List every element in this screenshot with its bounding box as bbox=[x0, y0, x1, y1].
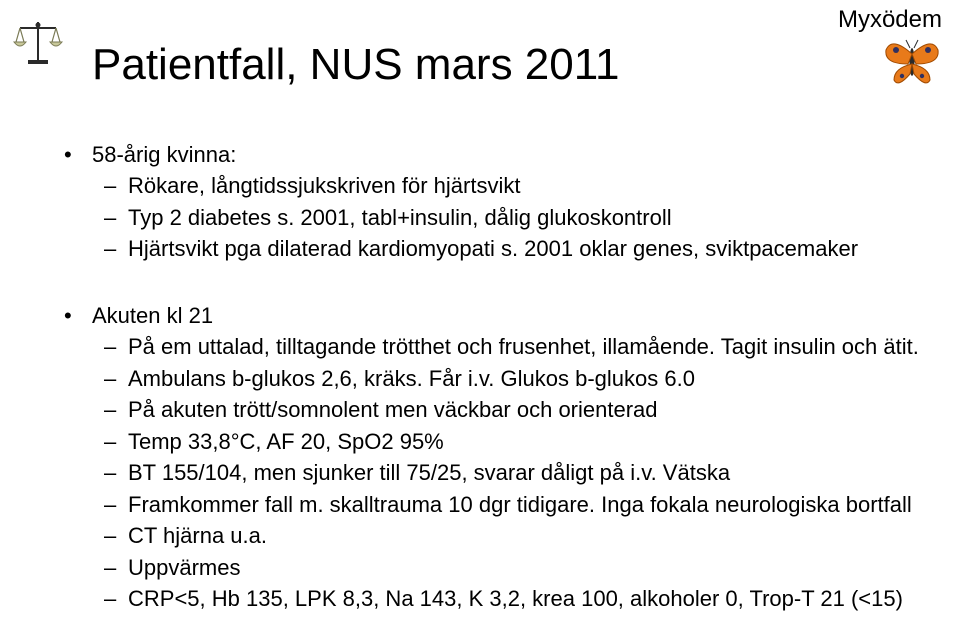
block1-line: Hjärtsvikt pga dilaterad kardiomyopati s… bbox=[92, 234, 928, 263]
block2-line: Uppvärmes bbox=[92, 553, 928, 582]
block2-line: CRP<5, Hb 135, LPK 8,3, Na 143, K 3,2, k… bbox=[92, 584, 928, 613]
block2: Akuten kl 21 På em uttalad, tilltagande … bbox=[64, 301, 928, 613]
page-title: Patientfall, NUS mars 2011 bbox=[92, 40, 619, 90]
header-label: Myxödem bbox=[838, 6, 942, 34]
block2-line: Ambulans b-glukos 2,6, kräks. Får i.v. G… bbox=[92, 364, 928, 393]
block1: 58-årig kvinna: Rökare, långtidssjukskri… bbox=[64, 140, 928, 263]
block1-line: Typ 2 diabetes s. 2001, tabl+insulin, då… bbox=[92, 203, 928, 232]
block2-line: På em uttalad, tilltagande trötthet och … bbox=[92, 332, 928, 361]
butterfly-icon bbox=[880, 34, 944, 90]
block2-line: Framkommer fall m. skalltrauma 10 dgr ti… bbox=[92, 490, 928, 519]
block1-line: Rökare, långtidssjukskriven för hjärtsvi… bbox=[92, 171, 928, 200]
block2-line: Temp 33,8°C, AF 20, SpO2 95% bbox=[92, 427, 928, 456]
scale-of-justice-icon bbox=[12, 18, 64, 66]
block1-heading: 58-årig kvinna: bbox=[92, 142, 236, 167]
block2-line: CT hjärna u.a. bbox=[92, 521, 928, 550]
content-body: 58-årig kvinna: Rökare, långtidssjukskri… bbox=[64, 140, 928, 619]
block2-line: BT 155/104, men sjunker till 75/25, svar… bbox=[92, 458, 928, 487]
block2-heading: Akuten kl 21 bbox=[92, 303, 213, 328]
block2-line: På akuten trött/somnolent men väckbar oc… bbox=[92, 395, 928, 424]
